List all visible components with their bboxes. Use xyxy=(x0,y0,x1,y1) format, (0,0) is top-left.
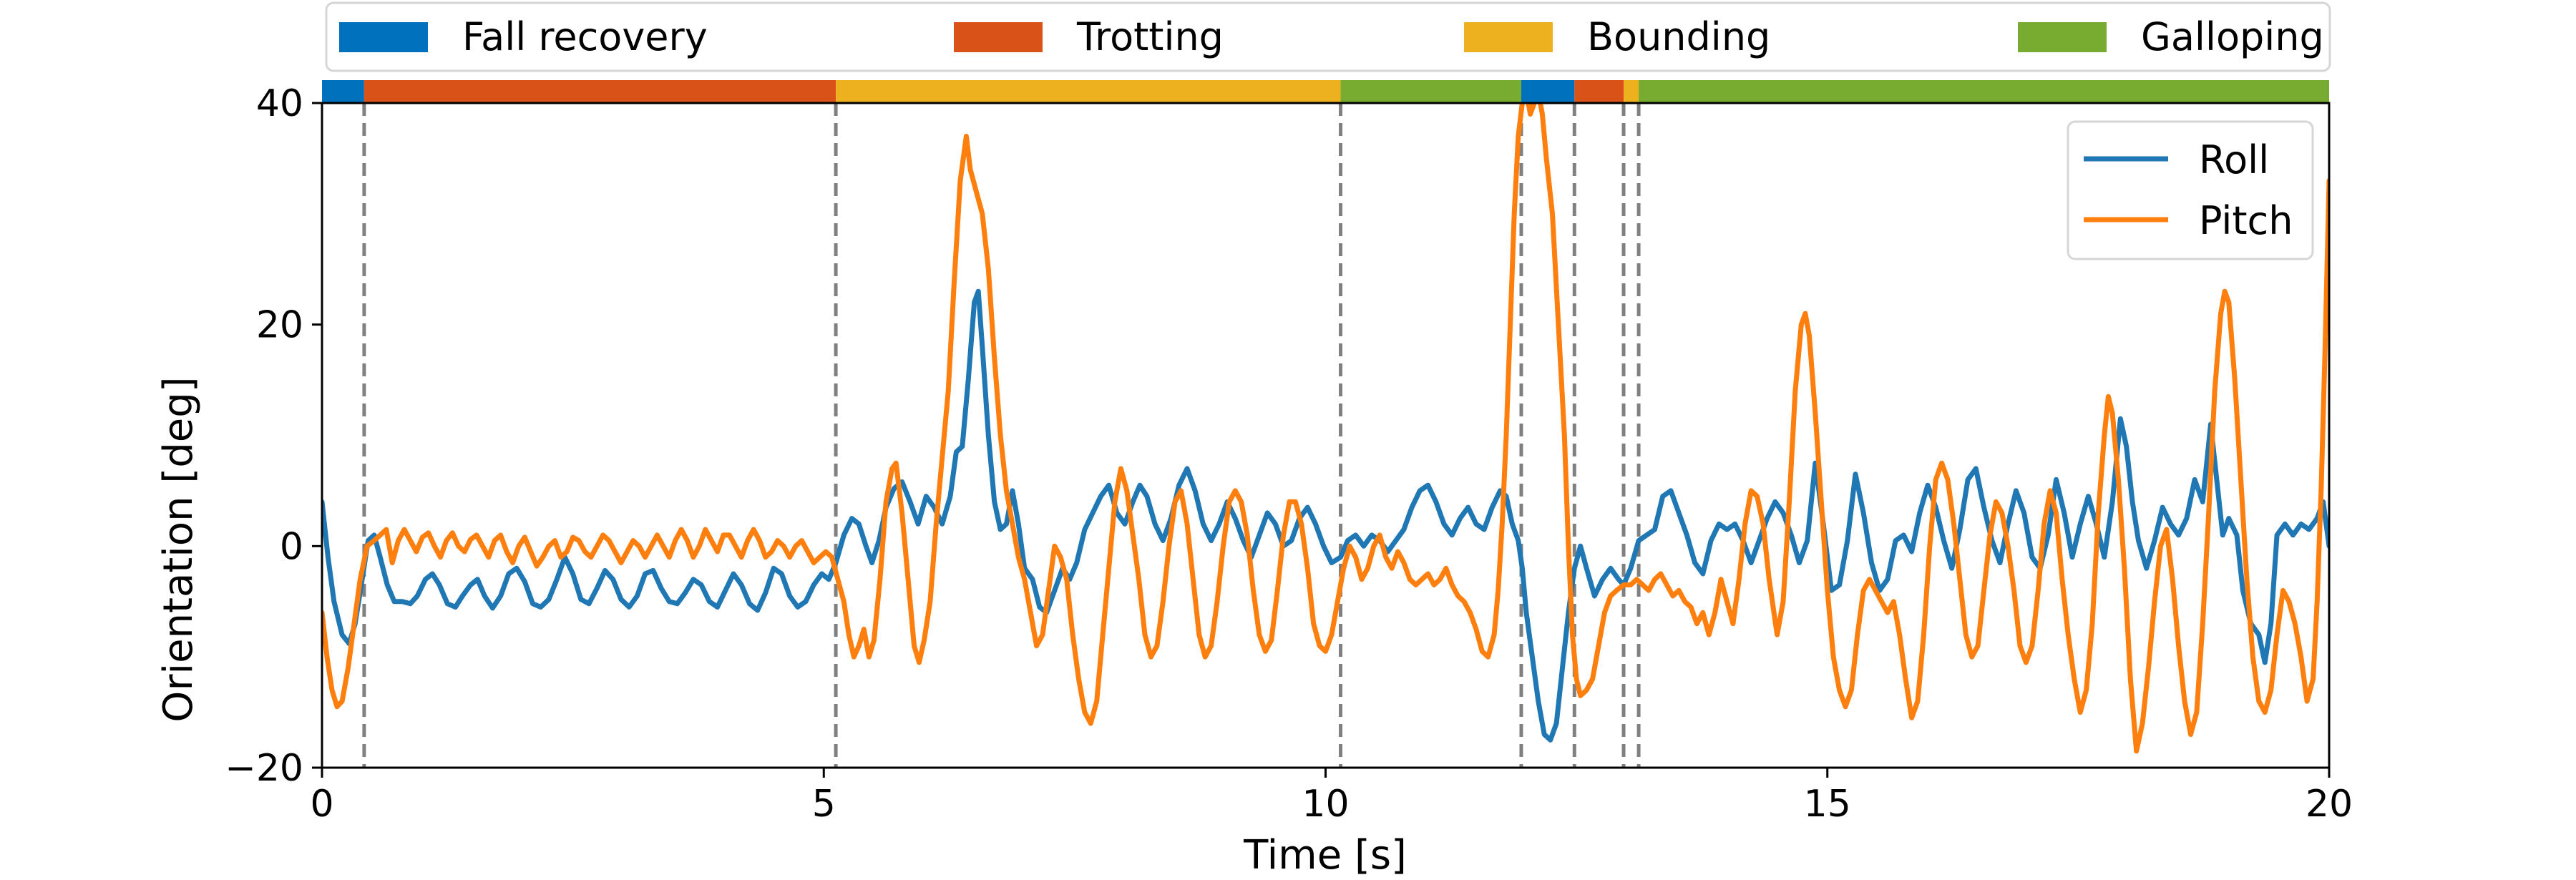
series-legend-label-pitch: Pitch xyxy=(2199,198,2293,243)
series-line-roll xyxy=(322,288,2329,743)
phase-segment-3 xyxy=(1340,80,1521,103)
phase-segment-0 xyxy=(322,80,364,103)
phase-segment-2 xyxy=(836,80,1341,103)
phase-legend-swatch-1 xyxy=(954,22,1043,52)
series-line-pitch xyxy=(322,103,2329,754)
y-tick-label-0: −20 xyxy=(225,747,303,790)
phase-segment-7 xyxy=(1639,80,2329,103)
y-tick-label-3: 40 xyxy=(256,82,303,125)
phase-segment-6 xyxy=(1624,80,1639,103)
series-lines xyxy=(322,103,2329,754)
phase-legend-frame xyxy=(325,1,2331,72)
x-tick-label-2: 10 xyxy=(1302,783,1349,826)
x-tick-label-0: 0 xyxy=(310,783,333,826)
y-tick-label-1: 0 xyxy=(280,525,303,568)
phase-legend-label-3: Galloping xyxy=(2141,14,2324,59)
x-tick-label-4: 20 xyxy=(2306,783,2353,826)
series-legend-frame xyxy=(2067,120,2314,260)
series-legend: Roll Pitch xyxy=(2067,120,2314,260)
gait-phase-bar xyxy=(322,80,2329,103)
plot-frame xyxy=(321,102,2331,769)
x-tick-label-1: 5 xyxy=(812,783,836,826)
phase-legend-swatch-3 xyxy=(2018,22,2107,52)
x-tick-label-3: 15 xyxy=(1804,783,1851,826)
phase-segment-1 xyxy=(364,80,836,103)
phase-legend-label-1: Trotting xyxy=(1076,14,1224,59)
x-axis-title: Time [s] xyxy=(1243,832,1407,879)
gait-transition-lines xyxy=(362,103,1641,768)
phase-legend: Fall recovery Trotting Bounding Galloping xyxy=(325,1,2331,72)
phase-legend-label-0: Fall recovery xyxy=(462,14,708,59)
phase-segment-5 xyxy=(1574,80,1624,103)
phase-legend-swatch-0 xyxy=(339,22,428,52)
phase-legend-label-2: Bounding xyxy=(1587,14,1770,59)
series-legend-label-roll: Roll xyxy=(2199,137,2269,182)
phase-legend-swatch-2 xyxy=(1464,22,1553,52)
y-tick-label-2: 20 xyxy=(256,304,303,347)
y-axis-title: Orientation [deg] xyxy=(155,376,202,722)
phase-segment-4 xyxy=(1521,80,1575,103)
